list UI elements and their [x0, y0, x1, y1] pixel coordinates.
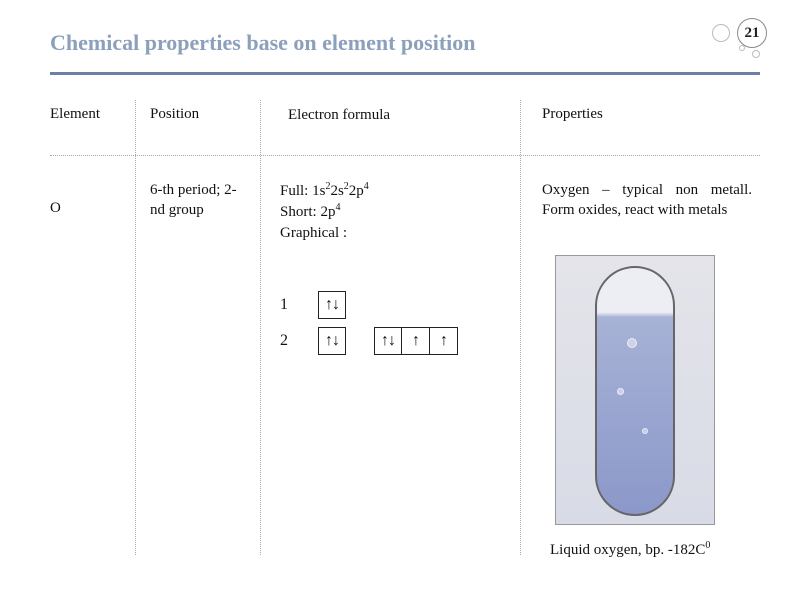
orbital-box: ↑↓: [318, 327, 346, 355]
orbital-shell-label: 2: [280, 330, 290, 352]
table-headers: Element Position Electron formula Proper…: [50, 100, 760, 155]
bubble-icon: [627, 338, 637, 348]
title-rule: [50, 72, 760, 75]
orbital-group: ↑↓↑↑: [374, 327, 458, 355]
orbital-box: ↑: [430, 327, 458, 355]
content-area: Element Position Electron formula Proper…: [50, 100, 760, 570]
header-rule: [50, 155, 760, 156]
column-divider: [520, 100, 521, 555]
formula-full-label: Full:: [280, 183, 312, 199]
header-properties: Properties: [542, 106, 603, 123]
formula-short: Short: 2p4: [280, 201, 510, 222]
header-element: Element: [50, 106, 100, 123]
formula-short-label: Short:: [280, 204, 320, 220]
cell-element: O: [50, 198, 61, 218]
orbital-shell-label: 1: [280, 294, 290, 316]
column-divider: [260, 100, 261, 555]
test-tube-icon: [595, 266, 675, 516]
formula-full-value: 1s22s22p4: [312, 183, 369, 199]
formula-graphical-label: Graphical :: [280, 223, 510, 243]
header-position: Position: [150, 106, 199, 123]
liquid-oxygen-image: [555, 255, 715, 525]
page-number-badge: 21: [737, 18, 767, 48]
bubble-icon: [617, 388, 624, 395]
orbital-group: ↑↓: [318, 291, 346, 319]
image-caption: Liquid oxygen, bp. -182C0: [550, 540, 710, 559]
decor-circle-icon: [752, 50, 760, 58]
header-formula: Electron formula: [288, 106, 390, 124]
formula-full: Full: 1s22s22p4: [280, 180, 510, 201]
cell-properties: Oxygen – typical non metall. Form oxides…: [542, 180, 752, 221]
orbital-row: 1 ↑↓: [280, 291, 510, 319]
formula-short-value: 2p4: [320, 204, 340, 220]
orbital-box: ↑↓: [374, 327, 402, 355]
cell-formula: Full: 1s22s22p4 Short: 2p4 Graphical : 1…: [280, 180, 510, 355]
decor-circle-icon: [712, 24, 730, 42]
column-divider: [135, 100, 136, 555]
orbital-box: ↑↓: [318, 291, 346, 319]
orbitals-diagram: 1↑↓2↑↓↑↓↑↑: [280, 291, 510, 355]
orbital-group: ↑↓: [318, 327, 346, 355]
page-title: Chemical properties base on element posi…: [50, 20, 760, 66]
cell-position: 6-th period; 2-nd group: [150, 180, 240, 221]
slide: 21 Chemical properties base on element p…: [0, 0, 800, 600]
orbital-box: ↑: [402, 327, 430, 355]
orbital-row: 2↑↓↑↓↑↑: [280, 327, 510, 355]
bubble-icon: [642, 428, 648, 434]
